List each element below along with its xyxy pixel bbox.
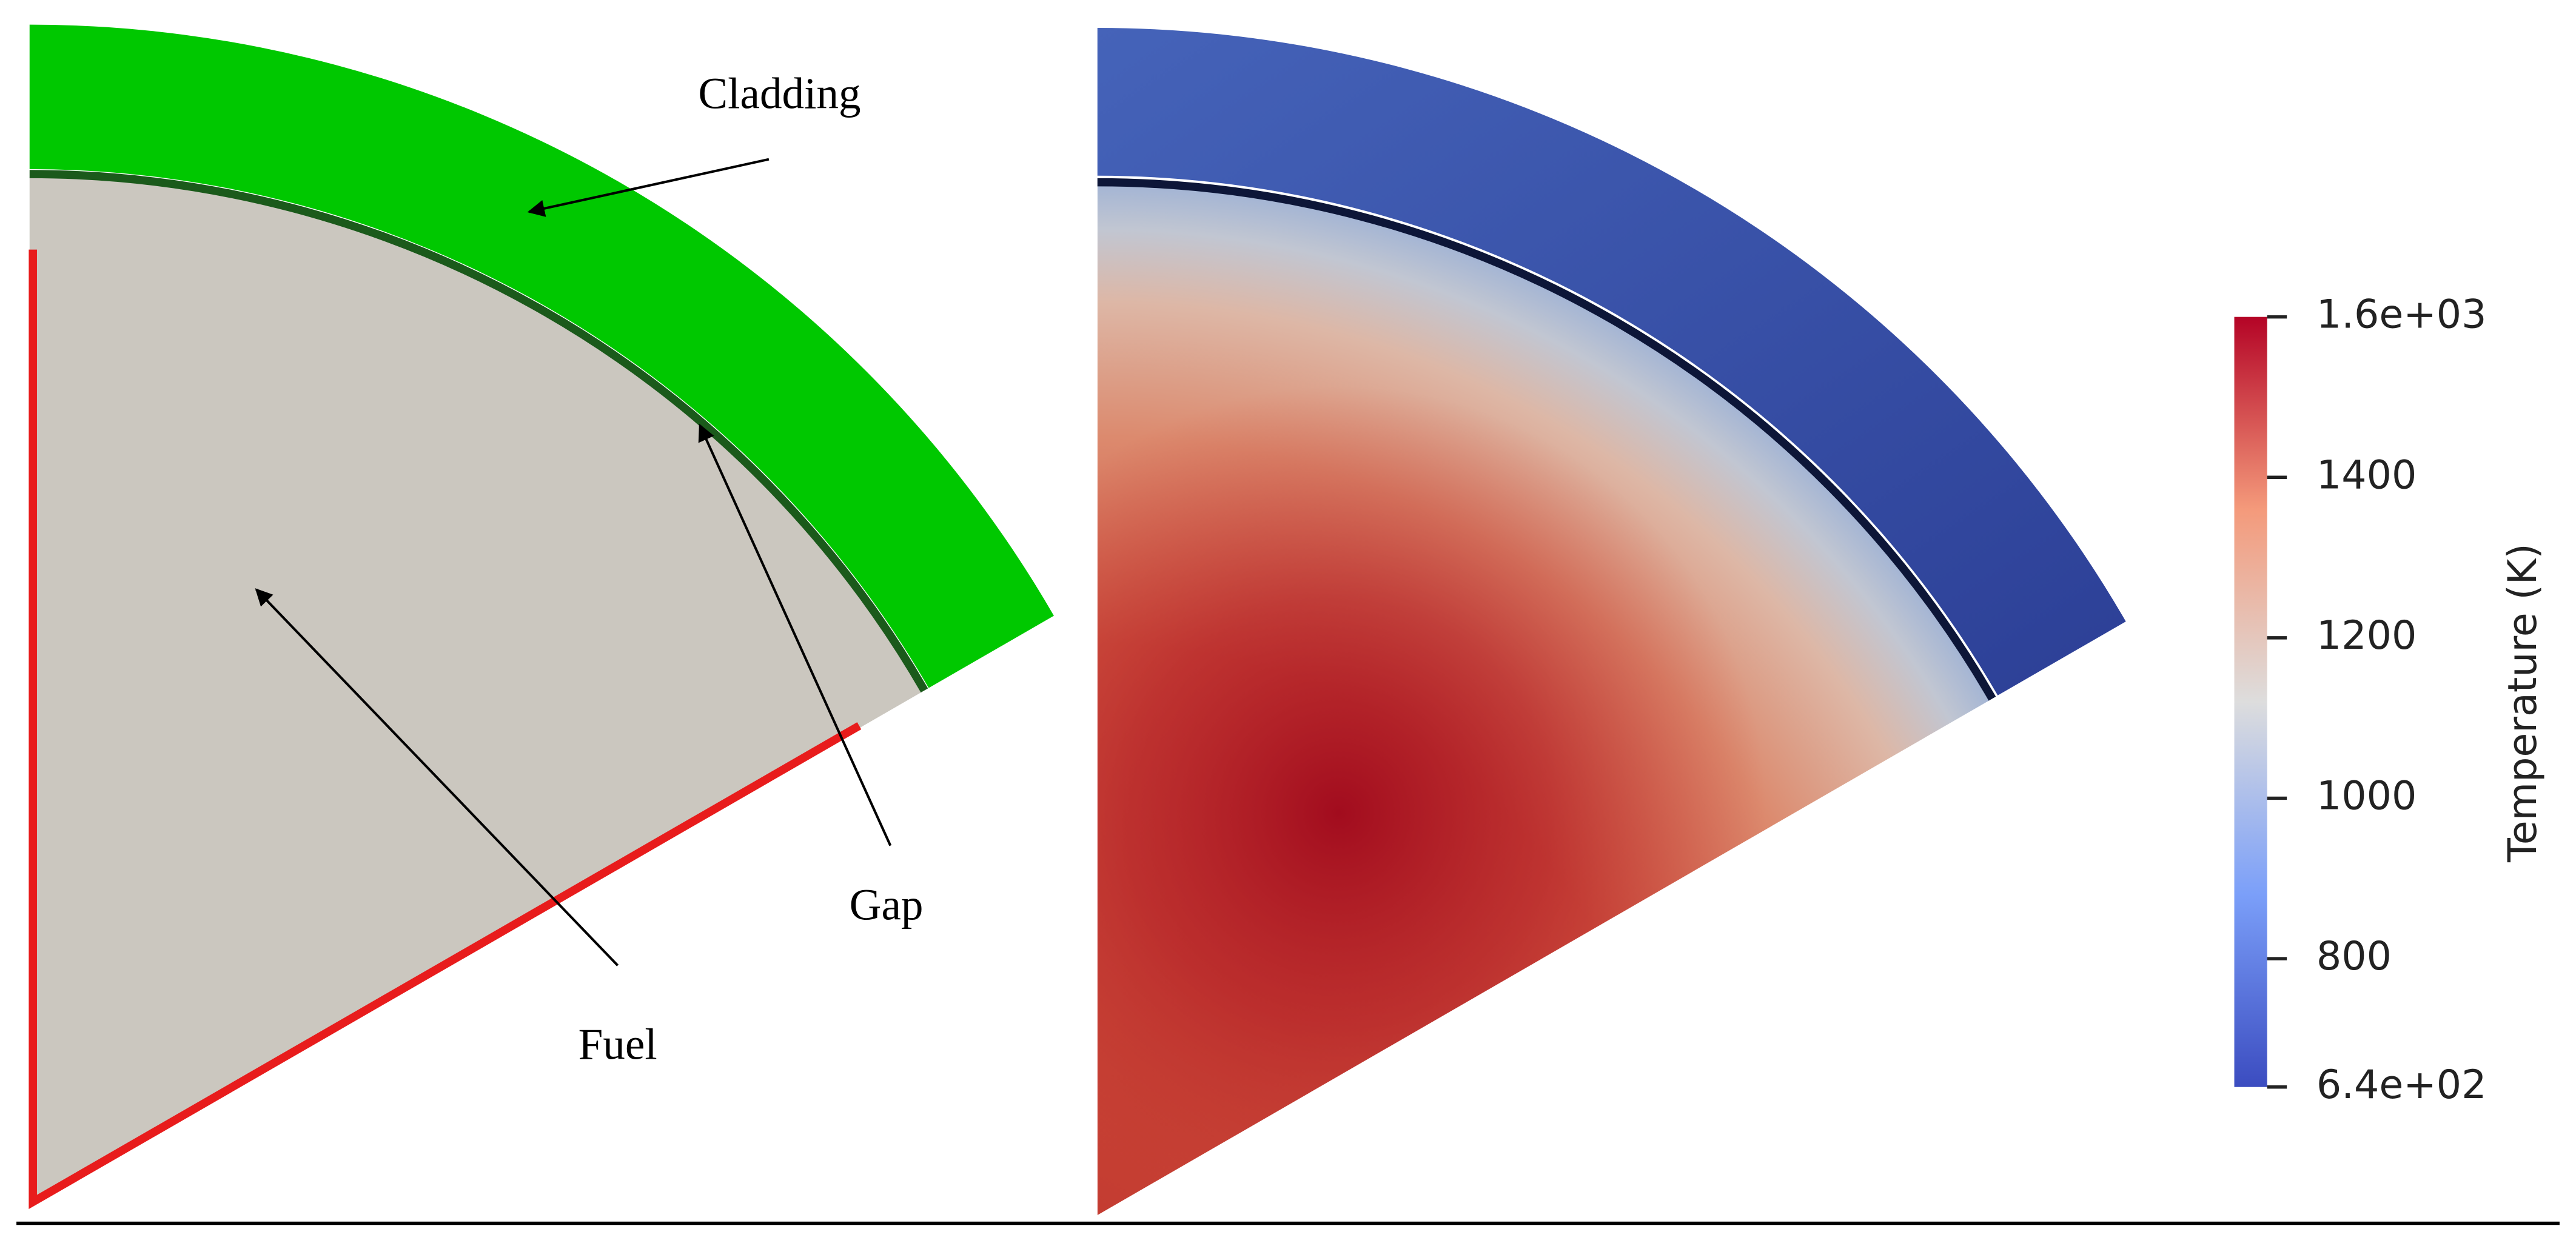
- temperature-panel: [1097, 28, 2126, 1215]
- geometry-panel: Cladding Gap Fuel: [29, 24, 1054, 1210]
- colorbar-title: Temperature (K): [2500, 543, 2546, 863]
- cladding: [29, 24, 1054, 688]
- arrow: [698, 423, 892, 846]
- tick-label: 1200: [2316, 613, 2417, 658]
- label: Cladding: [698, 69, 860, 118]
- tick-label: 1400: [2316, 452, 2417, 498]
- boundary: [29, 249, 862, 1210]
- arrow: [255, 588, 619, 967]
- tick-label: 1.6e+03: [2316, 292, 2487, 338]
- arrow: [527, 158, 770, 217]
- tick-label: 800: [2316, 934, 2392, 979]
- label: Fuel: [579, 1020, 657, 1069]
- colorbar: Temperature (K) 1.6e+03 1400 1200 1000 800 6.…: [2234, 292, 2546, 1108]
- colorbar-ramp: [2234, 317, 2267, 1087]
- tick-label: 1000: [2316, 774, 2417, 819]
- tick-label: 6.4e+02: [2316, 1062, 2487, 1108]
- gap: [1097, 178, 1996, 701]
- gap: [29, 170, 928, 693]
- cladding: [1097, 28, 2126, 695]
- fuel: [1097, 186, 1990, 1215]
- label: Gap: [850, 880, 924, 930]
